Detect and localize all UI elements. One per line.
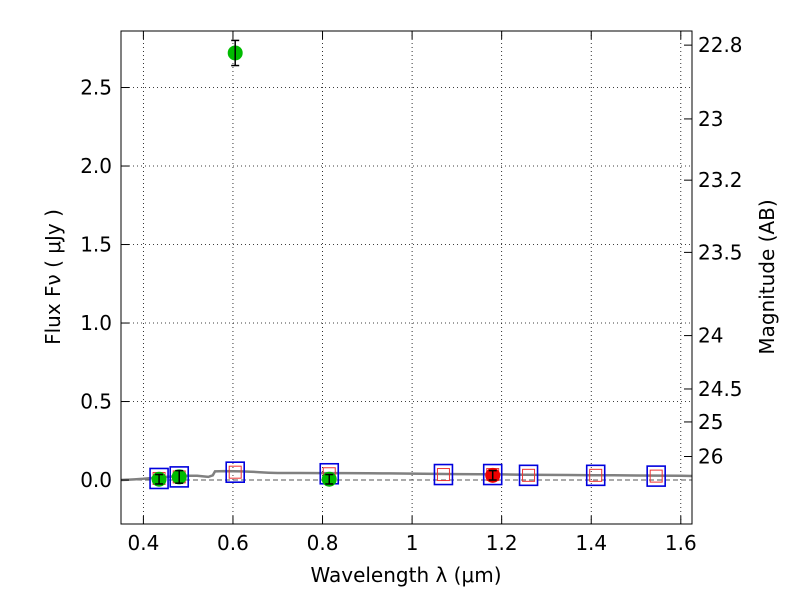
y2-axis-title: Magnitude (AB) — [755, 199, 779, 354]
x-tick-label: 1.2 — [486, 531, 518, 555]
x-tick-label: 0.8 — [307, 531, 339, 555]
plot-frame — [120, 30, 693, 525]
magnitude-tick-label: 24.5 — [698, 377, 743, 401]
y-tick-label: 0.5 — [80, 390, 112, 414]
model-point-inner — [649, 469, 663, 483]
model-point-inner — [522, 468, 536, 482]
y-tick-label: 1.5 — [80, 233, 112, 257]
magnitude-tick-label: 26 — [698, 444, 723, 468]
y-axis-title: Flux Fν ( μJy ) — [41, 209, 65, 345]
model-point-box — [433, 463, 454, 486]
magnitude-tick-label: 23.2 — [698, 168, 743, 192]
model-point-box — [149, 467, 169, 490]
data-layer — [120, 39, 693, 490]
magnitude-tick-label: 24 — [698, 324, 723, 348]
magnitude-tick-label: 22.8 — [698, 33, 743, 57]
x-tick-label: 0.6 — [217, 531, 249, 555]
x-tick-label: 1 — [406, 531, 419, 555]
magnitude-tick-label: 23 — [698, 107, 723, 131]
model-point-box — [225, 461, 245, 483]
y-tick-label: 2.5 — [80, 76, 112, 100]
model-point-box — [518, 464, 539, 487]
y-tick-label: 1.0 — [80, 311, 112, 335]
y-tick-label: 0.0 — [80, 468, 112, 492]
model-point-inner — [228, 465, 242, 479]
x-tick-label: 1.4 — [575, 531, 607, 555]
ticks: 0.4 0.6 0.8 1 1.2 1.4 1.6 0.0 0.5 1.0 1.5 2.0 2.5 22.… — [80, 31, 743, 555]
model-point-box — [169, 466, 190, 488]
model-point-box — [646, 465, 666, 487]
model-point-inner — [589, 468, 603, 482]
y-tick-label: 2.0 — [80, 154, 112, 178]
model-point-inner — [436, 468, 450, 482]
model-point-box — [585, 464, 606, 487]
magnitude-tick-label: 25 — [698, 410, 723, 434]
x-tick-label: 0.4 — [127, 531, 159, 555]
model-point-box — [482, 463, 503, 486]
magnitude-tick-label: 23.5 — [698, 240, 743, 264]
x-tick-label: 1.6 — [665, 531, 697, 555]
x-axis-title: Wavelength λ (μm) — [310, 563, 501, 587]
